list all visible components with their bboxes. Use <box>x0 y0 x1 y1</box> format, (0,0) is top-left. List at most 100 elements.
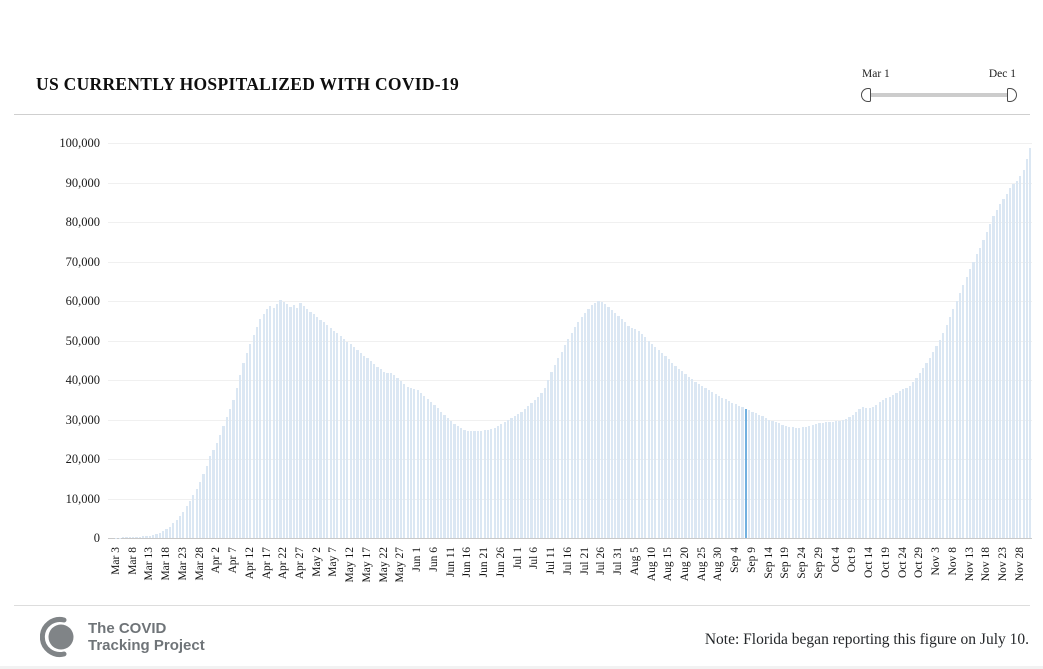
bar[interactable] <box>523 408 526 538</box>
bar[interactable] <box>821 422 824 538</box>
bar[interactable] <box>195 488 198 538</box>
bar[interactable] <box>500 424 503 538</box>
bar[interactable] <box>610 309 613 538</box>
bar[interactable] <box>607 306 610 538</box>
bar[interactable] <box>664 356 667 538</box>
bar[interactable] <box>808 425 811 538</box>
bar[interactable] <box>560 351 563 538</box>
bar[interactable] <box>245 353 249 538</box>
bar[interactable] <box>563 344 567 538</box>
bar[interactable] <box>630 327 634 538</box>
bar[interactable] <box>891 395 895 538</box>
bar[interactable] <box>731 402 734 538</box>
bar[interactable] <box>326 325 329 538</box>
bar[interactable] <box>992 216 995 538</box>
bar[interactable] <box>855 412 858 538</box>
bar[interactable] <box>748 410 751 538</box>
bar[interactable] <box>339 336 342 538</box>
bar[interactable] <box>567 338 570 538</box>
bar[interactable] <box>235 387 238 538</box>
bar[interactable] <box>496 426 500 538</box>
bar[interactable] <box>784 425 788 538</box>
bar[interactable] <box>875 404 878 538</box>
bar[interactable] <box>968 269 972 538</box>
bar[interactable] <box>527 406 530 538</box>
bar[interactable] <box>168 526 172 538</box>
bar[interactable] <box>429 402 433 538</box>
bar[interactable] <box>436 408 439 538</box>
bar[interactable] <box>1002 199 1005 538</box>
bar[interactable] <box>650 343 654 538</box>
bar[interactable] <box>155 534 158 538</box>
bar[interactable] <box>835 421 838 538</box>
bar[interactable] <box>1009 188 1012 538</box>
bar[interactable] <box>553 365 557 538</box>
bar[interactable] <box>590 305 593 538</box>
bar[interactable] <box>804 426 808 538</box>
bar[interactable] <box>1029 148 1032 538</box>
bar[interactable] <box>222 426 225 538</box>
bar[interactable] <box>389 373 392 538</box>
bar[interactable] <box>433 405 436 538</box>
bar[interactable] <box>831 421 834 538</box>
bar[interactable] <box>446 417 449 538</box>
bar[interactable] <box>694 381 697 538</box>
bar[interactable] <box>798 427 801 538</box>
bar[interactable] <box>366 358 369 538</box>
bar[interactable] <box>922 368 925 538</box>
bar[interactable] <box>989 223 992 538</box>
bar[interactable] <box>587 308 590 538</box>
bar[interactable] <box>292 305 295 538</box>
bar[interactable] <box>205 465 208 538</box>
bar[interactable] <box>594 302 597 538</box>
bar[interactable] <box>600 301 603 538</box>
bar[interactable] <box>925 363 928 538</box>
bar[interactable] <box>476 430 480 538</box>
bar[interactable] <box>262 313 265 538</box>
bar[interactable] <box>342 338 346 538</box>
bar[interactable] <box>654 346 657 538</box>
bar[interactable] <box>580 317 583 538</box>
bar[interactable] <box>255 326 259 538</box>
bar[interactable] <box>286 303 289 538</box>
bar[interactable] <box>932 352 935 538</box>
bar[interactable] <box>480 430 483 538</box>
bar[interactable] <box>955 301 958 538</box>
bar[interactable] <box>908 385 911 538</box>
bar[interactable] <box>724 399 727 538</box>
bar[interactable] <box>282 301 285 538</box>
bar[interactable] <box>958 293 962 538</box>
bar[interactable] <box>329 327 332 538</box>
bar[interactable] <box>962 285 965 538</box>
bar[interactable] <box>363 355 366 538</box>
bar[interactable] <box>409 387 413 538</box>
bar[interactable] <box>148 535 151 538</box>
bar[interactable] <box>801 427 804 538</box>
bar[interactable] <box>570 332 573 538</box>
bar[interactable] <box>868 408 871 538</box>
bar[interactable] <box>604 303 607 538</box>
bar[interactable] <box>681 371 684 538</box>
bar[interactable] <box>533 400 536 538</box>
bar[interactable] <box>721 397 724 538</box>
bar[interactable] <box>945 324 948 538</box>
bar[interactable] <box>667 359 670 538</box>
bar[interactable] <box>423 395 426 538</box>
bar[interactable] <box>369 361 372 538</box>
bar[interactable] <box>905 387 908 538</box>
bar[interactable] <box>332 330 336 538</box>
bar[interactable] <box>493 427 496 538</box>
bar[interactable] <box>403 384 406 538</box>
bar[interactable] <box>259 319 262 538</box>
bar[interactable] <box>399 381 403 538</box>
bar[interactable] <box>289 306 292 538</box>
bar[interactable] <box>309 312 312 538</box>
bar[interactable] <box>547 380 550 538</box>
bar[interactable] <box>349 344 352 538</box>
bar[interactable] <box>871 406 875 538</box>
bar[interactable] <box>774 422 777 538</box>
bar[interactable] <box>902 388 905 538</box>
bar[interactable] <box>640 334 644 538</box>
bar[interactable] <box>577 321 580 538</box>
bar[interactable] <box>486 429 490 538</box>
